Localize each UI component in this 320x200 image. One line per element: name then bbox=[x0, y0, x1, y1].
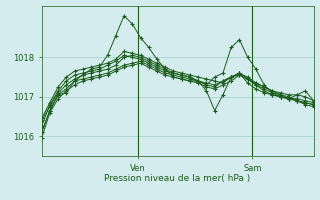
X-axis label: Pression niveau de la mer( hPa ): Pression niveau de la mer( hPa ) bbox=[104, 174, 251, 183]
